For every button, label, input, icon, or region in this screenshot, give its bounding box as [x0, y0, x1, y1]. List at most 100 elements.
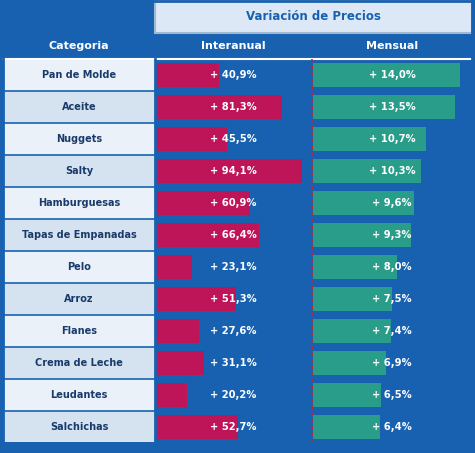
Bar — [3, 315, 155, 347]
Bar — [155, 155, 312, 187]
Bar — [312, 411, 472, 443]
Bar — [156, 63, 219, 87]
Bar — [312, 123, 472, 155]
Text: Arroz: Arroz — [64, 294, 94, 304]
Text: Categoria: Categoria — [48, 41, 109, 51]
Bar — [3, 187, 155, 219]
Text: Salty: Salty — [65, 166, 93, 176]
Text: + 8,0%: + 8,0% — [372, 262, 412, 272]
Bar — [156, 96, 282, 119]
Text: + 52,7%: + 52,7% — [210, 422, 257, 432]
Text: Pelo: Pelo — [67, 262, 91, 272]
Text: + 7,5%: + 7,5% — [372, 294, 412, 304]
Bar — [156, 288, 236, 310]
Bar — [313, 96, 455, 119]
Text: + 81,3%: + 81,3% — [210, 102, 257, 112]
Bar — [156, 127, 227, 150]
Bar — [156, 384, 187, 406]
Text: + 27,6%: + 27,6% — [210, 326, 257, 336]
Text: + 10,3%: + 10,3% — [369, 166, 415, 176]
Bar — [312, 187, 472, 219]
Bar — [3, 59, 155, 91]
Text: Nuggets: Nuggets — [56, 134, 102, 144]
Bar — [3, 379, 155, 411]
Text: + 6,9%: + 6,9% — [372, 358, 412, 368]
Text: Hamburguesas: Hamburguesas — [38, 198, 120, 208]
Text: Interanual: Interanual — [201, 41, 266, 51]
Bar — [155, 379, 312, 411]
Bar — [3, 33, 472, 59]
Text: + 10,7%: + 10,7% — [369, 134, 415, 144]
Bar — [155, 1, 472, 33]
Bar — [155, 283, 312, 315]
Bar — [3, 155, 155, 187]
Bar — [313, 288, 392, 310]
Bar — [313, 63, 460, 87]
Bar — [313, 192, 414, 215]
Bar — [156, 192, 250, 215]
Bar — [155, 251, 312, 283]
Bar — [312, 219, 472, 251]
Text: + 66,4%: + 66,4% — [210, 230, 257, 240]
Bar — [155, 59, 312, 91]
Bar — [155, 411, 312, 443]
Bar — [3, 347, 155, 379]
Text: + 9,6%: + 9,6% — [372, 198, 412, 208]
Text: + 94,1%: + 94,1% — [210, 166, 257, 176]
Text: + 14,0%: + 14,0% — [369, 70, 416, 80]
Bar — [312, 283, 472, 315]
Text: + 23,1%: + 23,1% — [210, 262, 257, 272]
Bar — [312, 379, 472, 411]
Bar — [3, 219, 155, 251]
Bar — [312, 91, 472, 123]
Text: + 51,3%: + 51,3% — [210, 294, 257, 304]
Text: + 60,9%: + 60,9% — [210, 198, 257, 208]
Bar — [312, 347, 472, 379]
Bar — [312, 59, 472, 91]
Text: + 13,5%: + 13,5% — [369, 102, 415, 112]
Bar — [156, 223, 259, 246]
Bar — [156, 255, 192, 279]
Bar — [313, 255, 397, 279]
Text: Leudantes: Leudantes — [50, 390, 108, 400]
Text: + 9,3%: + 9,3% — [372, 230, 412, 240]
Text: Tapas de Empanadas: Tapas de Empanadas — [22, 230, 136, 240]
Bar — [3, 1, 155, 33]
Bar — [156, 319, 199, 342]
Bar — [155, 187, 312, 219]
Bar — [3, 123, 155, 155]
Bar — [313, 319, 391, 342]
Text: + 40,9%: + 40,9% — [210, 70, 257, 80]
Bar — [313, 415, 380, 439]
Bar — [156, 352, 204, 375]
Bar — [313, 223, 411, 246]
Bar — [155, 219, 312, 251]
Bar — [155, 315, 312, 347]
Bar — [3, 91, 155, 123]
Bar — [3, 251, 155, 283]
Text: Variación de Precios: Variación de Precios — [246, 10, 381, 24]
Text: + 6,4%: + 6,4% — [372, 422, 412, 432]
Bar — [3, 411, 155, 443]
Bar — [3, 283, 155, 315]
Bar — [155, 123, 312, 155]
Text: Crema de Leche: Crema de Leche — [35, 358, 123, 368]
Bar — [155, 91, 312, 123]
Bar — [313, 127, 426, 150]
Bar — [312, 251, 472, 283]
Bar — [156, 415, 238, 439]
Text: + 45,5%: + 45,5% — [210, 134, 257, 144]
Text: Aceite: Aceite — [62, 102, 96, 112]
Bar — [155, 1, 472, 33]
Text: + 20,2%: + 20,2% — [210, 390, 256, 400]
Bar — [312, 155, 472, 187]
Text: Salchichas: Salchichas — [50, 422, 108, 432]
Bar — [312, 315, 472, 347]
Bar — [313, 352, 386, 375]
Text: + 7,4%: + 7,4% — [372, 326, 412, 336]
Text: + 31,1%: + 31,1% — [210, 358, 257, 368]
Text: Flanes: Flanes — [61, 326, 97, 336]
Bar — [155, 347, 312, 379]
Bar — [313, 384, 381, 406]
Bar — [156, 159, 302, 183]
